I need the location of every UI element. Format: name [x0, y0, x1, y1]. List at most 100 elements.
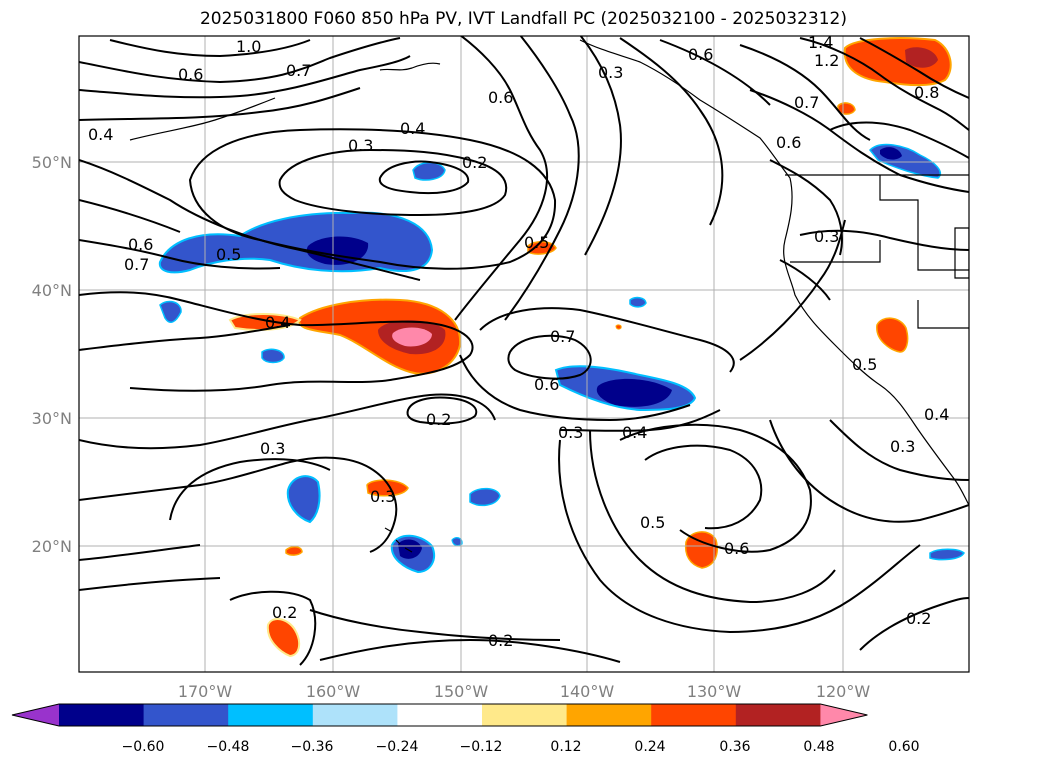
negative-pv-region: [451, 537, 463, 547]
contour-label: 0.6: [128, 235, 153, 254]
colorbar-segment: [651, 704, 737, 726]
colorbar-tick-label: −0.36: [291, 739, 334, 755]
colorbar-extend-max: [820, 704, 868, 726]
contour-label: 0.4: [400, 119, 425, 138]
negative-pv-region: [159, 300, 182, 323]
strong-negative-pv-region: [398, 539, 422, 559]
positive-pv-region: [684, 531, 718, 569]
negative-pv-region: [286, 475, 321, 524]
lat-label-30n: 30°N: [32, 409, 72, 428]
contour-label: 0.4: [265, 313, 290, 332]
lon-label-120w: 120°W: [816, 682, 871, 701]
contour-label: 0.6: [688, 45, 713, 64]
positive-pv-region: [266, 618, 301, 658]
contour-label: 0.3: [814, 227, 839, 246]
lon-label-140w: 140°W: [560, 682, 615, 701]
positive-pv-region: [615, 324, 622, 330]
colorbar-segment: [397, 704, 483, 726]
colorbar-tick-label: 0.24: [634, 739, 665, 755]
ivt-contours: [79, 36, 969, 666]
lat-label-50n: 50°N: [32, 153, 72, 172]
lon-label-150w: 150°W: [434, 682, 489, 701]
colorbar-tick-label: −0.60: [122, 739, 165, 755]
strongest-positive-pv-region: [392, 327, 432, 347]
negative-pv-region: [629, 296, 647, 308]
negative-pv-region: [412, 161, 446, 181]
contour-label: 0.6: [534, 375, 559, 394]
negative-pv-region: [929, 548, 965, 561]
contour-label: 1.4: [808, 33, 833, 52]
contour-label: 1.2: [814, 51, 839, 70]
map-title: 2025031800 F060 850 hPa PV, IVT Landfall…: [199, 9, 847, 29]
colorbar-outline: [11, 703, 868, 727]
contour-label: 0.3: [598, 63, 623, 82]
lon-label-160w: 160°W: [306, 682, 361, 701]
strong-negative-pv-region: [596, 378, 672, 407]
contour-label: 0.2: [488, 631, 513, 650]
contour-label: 0.2: [462, 153, 487, 172]
contour-label: 0.5: [852, 355, 877, 374]
contour-label: 0.5: [524, 233, 549, 252]
contour-label: 0.5: [640, 513, 665, 532]
strong-positive-pv-region: [905, 47, 938, 68]
colorbar-segment: [482, 704, 568, 726]
lon-label-130w: 130°W: [687, 682, 742, 701]
contour-label: 0.7: [550, 327, 575, 346]
contour-label: 1.0: [236, 37, 261, 56]
colorbar: [11, 703, 868, 727]
contour-label: 0.6: [178, 65, 203, 84]
latitude-labels: 50°N 40°N 30°N 20°N: [32, 153, 72, 556]
contour-label: 0.7: [124, 255, 149, 274]
colorbar-tick-label: 0.60: [888, 739, 919, 755]
contour-label: 0.7: [794, 93, 819, 112]
lon-label-170w: 170°W: [178, 682, 233, 701]
positive-pv-region: [876, 317, 909, 353]
contour-label: 0.4: [622, 423, 647, 442]
colorbar-tick-label: −0.12: [460, 739, 503, 755]
negative-pv-region: [469, 487, 501, 507]
lat-label-40n: 40°N: [32, 281, 72, 300]
colorbar-segment: [59, 704, 145, 726]
colorbar-segment: [735, 704, 821, 726]
contour-label: 0.6: [776, 133, 801, 152]
contour-label: 0.4: [88, 125, 113, 144]
contour-label: 0.3: [348, 136, 373, 155]
colorbar-segment: [566, 704, 652, 726]
strong-negative-pv-region: [880, 147, 902, 160]
contour-label: 0.3: [558, 423, 583, 442]
pv-shading: [158, 37, 965, 658]
colorbar-tick-label: 0.12: [550, 739, 581, 755]
colorbar-tick-label: −0.48: [207, 739, 250, 755]
positive-pv-region: [285, 546, 303, 556]
colorbar-segment: [228, 704, 314, 726]
contour-label: 0.2: [426, 410, 451, 429]
lat-label-20n: 20°N: [32, 537, 72, 556]
contour-label: 0.2: [272, 603, 297, 622]
positive-pv-region: [366, 479, 409, 497]
contour-label: 0.6: [724, 539, 749, 558]
map-area: [79, 36, 969, 672]
negative-pv-region: [261, 348, 285, 364]
longitude-labels: 170°W 160°W 150°W 140°W 130°W 120°W: [178, 682, 871, 701]
contour-label: 0.3: [370, 487, 395, 506]
contour-label: 0.8: [914, 83, 939, 102]
contour-label: 0.7: [286, 61, 311, 80]
contour-label: 0.3: [260, 439, 285, 458]
graticule: [79, 36, 969, 672]
contour-labels: 1.0 0.6 0.7 0.6 0.6 0.3 0.4 0.4 0.3 0.2 …: [88, 33, 949, 650]
contour-label: 0.4: [924, 405, 949, 424]
contour-label: 0.6: [488, 88, 513, 107]
colorbar-extend-min: [12, 704, 59, 726]
map-frame: [78, 35, 970, 673]
colorbar-tick-label: 0.36: [719, 739, 750, 755]
colorbar-segment: [312, 704, 398, 726]
contour-label: 0.5: [216, 245, 241, 264]
negative-pv-region: [158, 211, 434, 274]
contour-label: 0.3: [890, 437, 915, 456]
coastlines: [129, 39, 969, 553]
colorbar-tick-label: −0.24: [376, 739, 419, 755]
colorbar-tick-label: 0.48: [803, 739, 834, 755]
colorbar-segment: [143, 704, 229, 726]
contour-label: 0.2: [906, 609, 931, 628]
